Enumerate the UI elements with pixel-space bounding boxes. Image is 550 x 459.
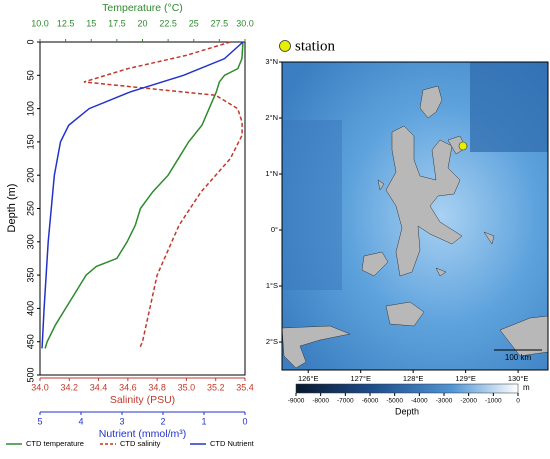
x-tick-label: 5	[37, 416, 42, 426]
map-body	[282, 62, 548, 370]
colorbar-tick-label: -5000	[386, 398, 403, 405]
x-tick-label: 12.5	[57, 18, 75, 28]
island	[377, 179, 495, 277]
x-tick-label: 20	[137, 18, 147, 28]
island	[499, 315, 548, 357]
legend-label: CTD salinity	[120, 439, 161, 448]
y-tick-label: 450	[25, 334, 35, 349]
lon-tick-label: 130°E	[508, 374, 529, 383]
x-tick-label: 35.2	[207, 382, 225, 392]
x-tick-label: 3	[119, 416, 124, 426]
lat-tick-label: 3°N	[265, 57, 278, 66]
island	[361, 251, 389, 277]
x-tick-label: 4	[78, 416, 83, 426]
colorbar-tick-label: -1000	[485, 398, 502, 405]
y-tick-label: 400	[25, 301, 35, 316]
x-tick-label: 1	[201, 416, 206, 426]
y-tick-label: 200	[25, 168, 35, 183]
x-tick-label: 25	[189, 18, 199, 28]
lat-tick-label: 2°S	[266, 337, 278, 346]
series-line	[44, 41, 244, 349]
x-tick-label: 30.0	[236, 18, 254, 28]
lat-tick-label: 1°S	[266, 281, 278, 290]
colorbar-tick-label: -6000	[362, 398, 379, 405]
series-line	[83, 41, 243, 349]
y-tick-label: 300	[25, 234, 35, 249]
colorbar-label: Depth	[395, 406, 419, 416]
map-frame	[281, 61, 549, 371]
deep-sea	[282, 120, 342, 290]
deep-sea	[470, 62, 548, 152]
colorbar-tick-label: -3000	[436, 398, 453, 405]
colorbar-tick-label: -8000	[312, 398, 329, 405]
x-tick-label: 2	[160, 416, 165, 426]
lat-tick-label: 1°N	[265, 169, 278, 178]
legend-label: station	[295, 38, 335, 54]
x-tick-label: 27.5	[211, 18, 229, 28]
y-tick-label: 500	[25, 367, 35, 382]
legend-label: CTD Nutrient	[210, 439, 255, 448]
y-tick-label: 50	[25, 70, 35, 80]
x-tick-label: 34.8	[148, 382, 166, 392]
x-tick-label: 34.0	[31, 382, 49, 392]
x-tick-label: 22.5	[159, 18, 177, 28]
y-tick-label: 350	[25, 268, 35, 283]
island	[385, 125, 463, 277]
colorbar-tick-label: -7000	[337, 398, 354, 405]
lon-tick-label: 129°E	[455, 374, 476, 383]
plot-frame	[39, 41, 246, 376]
colorbar-tick-label: -9000	[288, 398, 305, 405]
colorbar-unit: m	[523, 383, 530, 392]
x-tick-label: 10.0	[31, 18, 49, 28]
x-tick-label: 15	[86, 18, 96, 28]
x-tick-label: 35.4	[236, 382, 254, 392]
lon-tick-label: 128°E	[403, 374, 424, 383]
colorbar-tick-label: -2000	[460, 398, 477, 405]
y-tick-label: 0	[25, 39, 35, 44]
legend-label: CTD temperature	[26, 439, 84, 448]
y-axis-label: Depth (m)	[6, 184, 18, 233]
colorbar-tick-label: -4000	[411, 398, 428, 405]
lat-tick-label: 0°	[271, 225, 278, 234]
legend-marker	[279, 40, 291, 52]
island	[419, 85, 443, 119]
x-tick-label: 0	[242, 416, 247, 426]
x-tick-label: 17.5	[108, 18, 126, 28]
island	[385, 301, 425, 327]
colorbar	[295, 383, 519, 394]
lon-tick-label: 127°E	[350, 374, 371, 383]
island	[282, 325, 351, 369]
series-line	[41, 41, 244, 349]
x-axis-label: Nutrient (mmol/m³)	[99, 428, 187, 440]
lon-tick-label: 126°E	[298, 374, 319, 383]
x-tick-label: 34.2	[61, 382, 79, 392]
station-marker	[458, 141, 468, 151]
scale-label: 100 km	[505, 353, 532, 362]
y-tick-label: 250	[25, 201, 35, 216]
colorbar-tick-label: 0	[516, 398, 520, 405]
lat-tick-label: 2°N	[265, 113, 278, 122]
x-tick-label: 34.4	[90, 382, 108, 392]
x-tick-label: 34.6	[119, 382, 137, 392]
y-tick-label: 150	[25, 134, 35, 149]
x-axis-label: Temperature (°C)	[102, 2, 183, 14]
x-axis-label: Salinity (PSU)	[110, 394, 175, 406]
x-tick-label: 35.0	[178, 382, 196, 392]
y-tick-label: 100	[25, 101, 35, 116]
